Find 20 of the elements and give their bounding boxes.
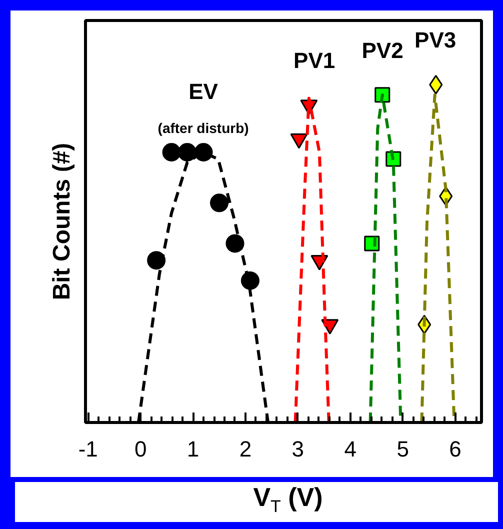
point xyxy=(210,194,228,212)
x-tick-label: 0 xyxy=(134,436,147,462)
x-tick-label: 1 xyxy=(186,436,200,462)
series-label: EV xyxy=(188,79,218,104)
series-label: PV1 xyxy=(294,48,336,73)
x-tick-label: 3 xyxy=(292,436,304,462)
annotation: (after disturb) xyxy=(158,120,249,136)
x-tick-label: 2 xyxy=(239,436,252,462)
point xyxy=(162,143,181,162)
x-tick-label: 4 xyxy=(344,436,357,462)
point xyxy=(147,251,166,270)
x-tick-label: 5 xyxy=(396,436,409,462)
x-tick-label: 6 xyxy=(449,436,462,462)
point xyxy=(178,143,197,162)
series-label: PV3 xyxy=(414,28,456,53)
x-axis-title: V$_{T}$ (V) xyxy=(253,482,323,518)
y-axis-title: Bit Counts (#) xyxy=(48,142,76,300)
point xyxy=(429,74,443,94)
series-label: PV2 xyxy=(362,38,404,63)
x-tick-label: -1 xyxy=(78,436,98,462)
